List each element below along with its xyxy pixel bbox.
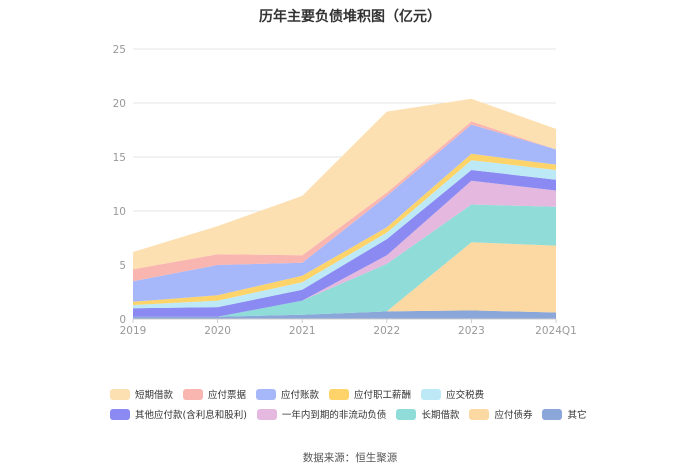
legend-swatch xyxy=(110,408,130,420)
legend-label: 其他应付款(含利息和股利) xyxy=(135,410,247,421)
legend-swatch xyxy=(421,388,442,400)
area-series-3[interactable] xyxy=(133,180,556,317)
legend-swatch xyxy=(183,388,204,400)
area-series-9[interactable] xyxy=(133,98,556,270)
legend-label: 应付账款 xyxy=(281,390,320,401)
legend-label: 短期借款 xyxy=(135,390,174,401)
legend-row: 其他应付款(含利息和股利) 一年内到期的非流动负债 长期借款 应付债券 其它 xyxy=(110,404,630,424)
legend-row: 短期借款 应付票据 应付账款 应付职工薪酬 应交税费 xyxy=(110,384,630,404)
legend: 短期借款 应付票据 应付账款 应付职工薪酬 应交税费其他应付款(含利息和股利) 一年内到期… xyxy=(110,384,630,424)
data-source: 数据来源：恒生聚源 xyxy=(302,452,398,464)
legend-label: 应付职工薪酬 xyxy=(354,390,412,401)
y-tick-label: 15 xyxy=(113,152,126,164)
legend-item[interactable]: 长期借款 xyxy=(396,407,459,421)
legend-item[interactable]: 应付票据 xyxy=(183,387,246,401)
legend-item[interactable]: 一年内到期的非流动负债 xyxy=(256,407,387,421)
legend-item[interactable]: 应交税费 xyxy=(421,387,484,401)
legend-item[interactable]: 应付职工薪酬 xyxy=(329,387,411,401)
legend-label: 应交税费 xyxy=(446,390,485,401)
legend-swatch xyxy=(256,408,277,420)
area-series-8[interactable] xyxy=(133,121,556,282)
legend-item[interactable]: 短期借款 xyxy=(110,387,173,401)
x-tick-label: 2023 xyxy=(458,325,485,337)
legend-label: 应付债券 xyxy=(494,410,533,421)
area-series-0[interactable] xyxy=(133,310,556,319)
area-series-2[interactable] xyxy=(133,204,556,317)
chart-title: 历年主要负债堆积图（亿元） xyxy=(259,9,441,25)
y-tick-label: 25 xyxy=(113,44,126,56)
legend-item[interactable]: 应付债券 xyxy=(469,407,532,421)
legend-label: 应付票据 xyxy=(208,390,247,401)
y-tick-label: 20 xyxy=(113,98,126,110)
x-tick-label: 2019 xyxy=(120,325,147,337)
x-tick-label: 2022 xyxy=(373,325,400,337)
area-series-1[interactable] xyxy=(133,242,556,317)
legend-label: 其它 xyxy=(567,410,587,421)
area-series-7[interactable] xyxy=(133,124,556,302)
x-tick-label: 2024Q1 xyxy=(535,325,577,337)
y-tick-label: 10 xyxy=(113,206,126,218)
legend-swatch xyxy=(256,388,277,400)
y-tick-label: 5 xyxy=(119,260,126,272)
legend-swatch xyxy=(329,388,350,400)
legend-swatch xyxy=(110,388,130,400)
y-tick-label: 0 xyxy=(119,314,126,326)
x-tick-label: 2020 xyxy=(204,325,231,337)
legend-item[interactable]: 应付账款 xyxy=(256,387,319,401)
legend-label: 一年内到期的非流动负债 xyxy=(281,410,387,421)
x-tick-label: 2021 xyxy=(289,325,316,337)
legend-swatch xyxy=(469,408,490,420)
legend-item[interactable]: 其他应付款(含利息和股利) xyxy=(110,407,247,421)
legend-swatch xyxy=(396,408,417,420)
legend-label: 长期借款 xyxy=(421,410,460,421)
area-series-4[interactable] xyxy=(133,170,556,317)
legend-swatch xyxy=(542,408,563,420)
legend-item[interactable]: 其它 xyxy=(542,407,586,421)
